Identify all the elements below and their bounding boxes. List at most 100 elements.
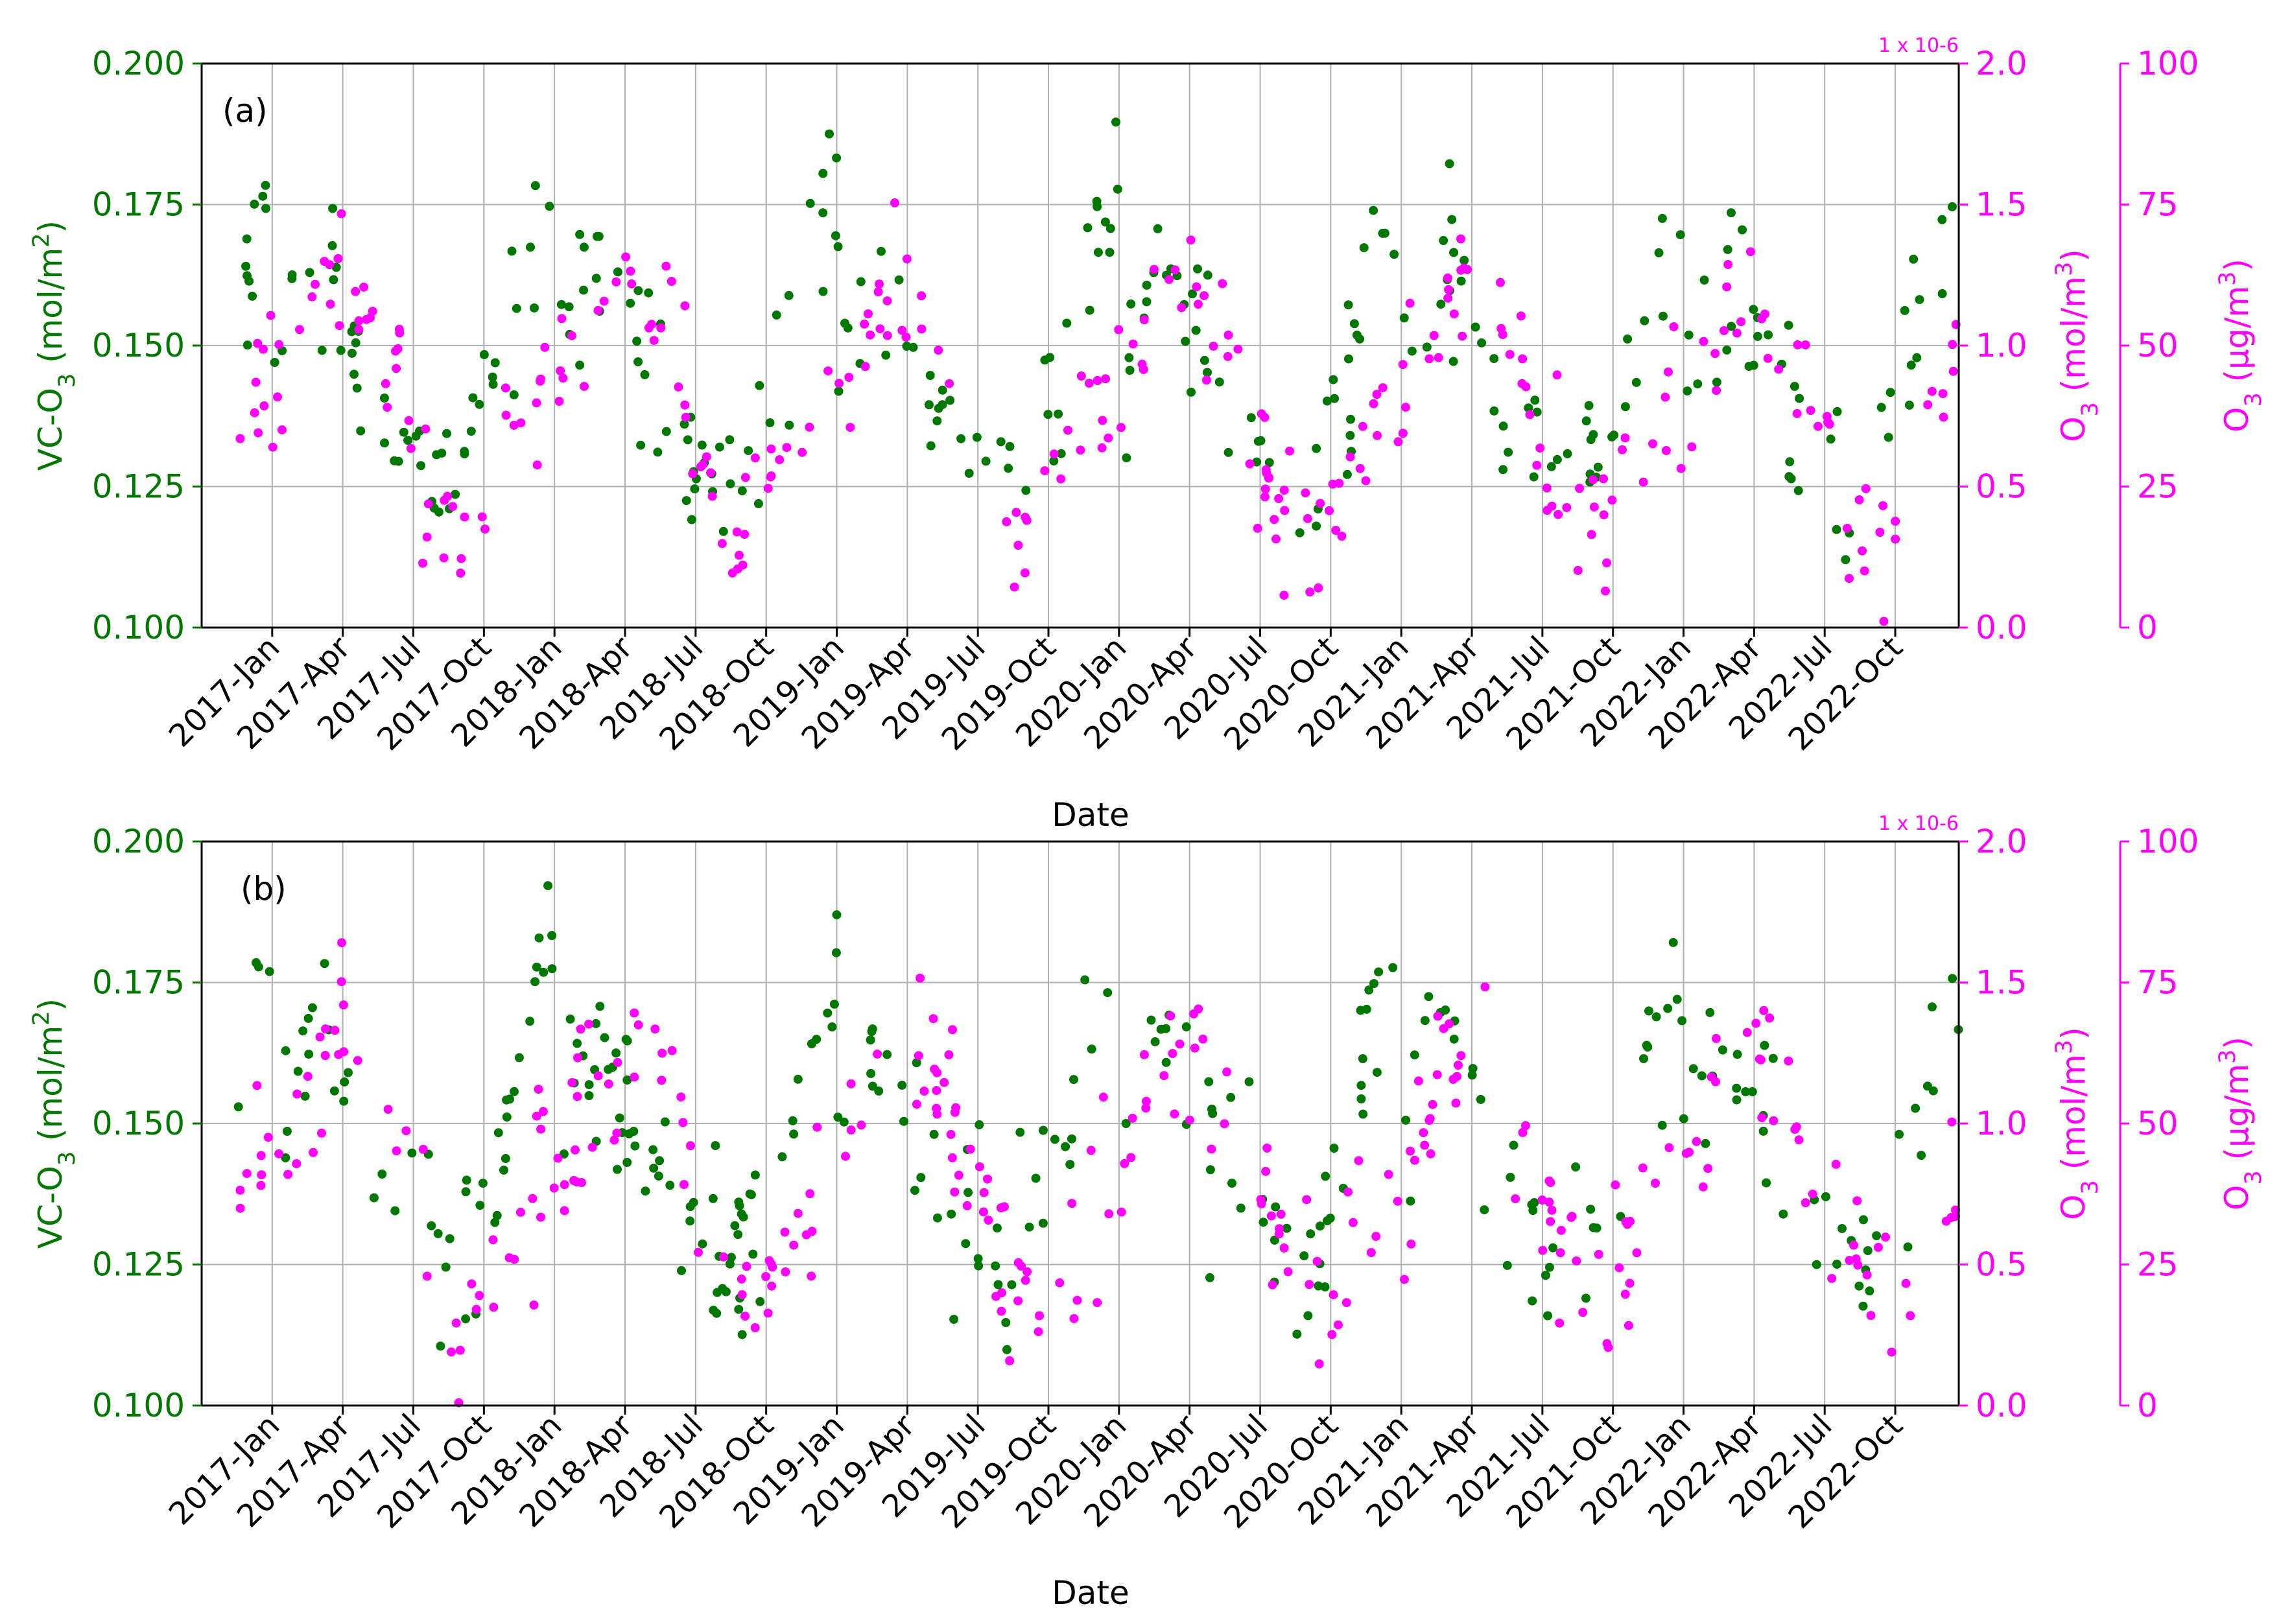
data-point bbox=[735, 550, 744, 560]
data-point bbox=[1480, 1205, 1489, 1215]
y-tick-label-right2: 50 bbox=[2137, 1105, 2179, 1142]
data-point bbox=[1903, 1242, 1913, 1252]
data-point bbox=[1887, 1347, 1897, 1357]
data-point bbox=[580, 382, 589, 391]
data-point bbox=[492, 1210, 502, 1220]
data-point bbox=[718, 1284, 727, 1293]
data-point bbox=[1069, 1313, 1079, 1323]
data-point bbox=[807, 1271, 816, 1281]
data-point bbox=[1268, 1280, 1277, 1289]
data-point bbox=[1049, 449, 1059, 459]
data-point bbox=[1529, 472, 1539, 482]
data-point bbox=[1732, 1095, 1742, 1105]
data-point bbox=[613, 1057, 622, 1067]
data-point bbox=[930, 1065, 940, 1074]
data-point bbox=[1439, 1024, 1448, 1033]
data-point bbox=[1005, 441, 1015, 451]
data-point bbox=[1325, 1214, 1335, 1223]
data-point bbox=[972, 432, 982, 442]
data-point bbox=[609, 1135, 619, 1145]
data-point bbox=[947, 1209, 956, 1219]
data-point bbox=[897, 325, 907, 335]
data-point bbox=[1677, 1016, 1687, 1026]
data-point bbox=[1312, 521, 1321, 531]
data-point bbox=[1021, 486, 1031, 495]
data-point bbox=[1233, 344, 1243, 354]
data-point bbox=[1749, 305, 1758, 314]
data-point bbox=[973, 1254, 983, 1264]
data-point bbox=[1022, 1267, 1032, 1277]
data-point bbox=[416, 461, 426, 471]
data-point bbox=[1181, 336, 1190, 346]
data-point bbox=[1884, 432, 1893, 442]
data-point bbox=[1586, 435, 1596, 445]
data-point bbox=[516, 418, 526, 428]
data-point bbox=[263, 1133, 273, 1142]
data-point bbox=[1142, 1096, 1151, 1106]
data-point bbox=[866, 1035, 875, 1045]
data-point bbox=[584, 1080, 594, 1090]
data-point bbox=[295, 325, 304, 335]
data-point bbox=[539, 967, 549, 977]
data-point bbox=[965, 1144, 975, 1154]
data-point bbox=[1223, 351, 1233, 361]
data-point bbox=[633, 286, 643, 296]
data-point bbox=[882, 1050, 892, 1059]
data-point bbox=[1369, 399, 1378, 408]
data-point bbox=[1005, 1356, 1015, 1365]
data-point bbox=[1927, 1002, 1937, 1012]
data-point bbox=[1322, 396, 1332, 406]
y-tick-label-left: 0.125 bbox=[92, 1246, 185, 1284]
data-point bbox=[347, 327, 357, 336]
data-point bbox=[1448, 357, 1458, 366]
data-point bbox=[1399, 313, 1409, 323]
data-point bbox=[1793, 340, 1802, 349]
data-point bbox=[1751, 1018, 1761, 1028]
data-point bbox=[737, 1290, 747, 1299]
data-point bbox=[1013, 1296, 1023, 1306]
data-point bbox=[925, 371, 935, 380]
data-point bbox=[502, 1112, 512, 1122]
data-point bbox=[919, 1087, 929, 1096]
data-point bbox=[1343, 300, 1353, 310]
data-point bbox=[1707, 1072, 1716, 1082]
data-point bbox=[418, 1144, 428, 1154]
data-point bbox=[1722, 345, 1732, 355]
data-point bbox=[1093, 376, 1102, 385]
data-point bbox=[1419, 1128, 1428, 1138]
data-point bbox=[1571, 1162, 1581, 1171]
data-point bbox=[1711, 1033, 1721, 1043]
data-point bbox=[1521, 382, 1531, 392]
data-point bbox=[1827, 1274, 1837, 1283]
data-point bbox=[1516, 311, 1526, 321]
data-point bbox=[1259, 1218, 1268, 1227]
data-point bbox=[1451, 1098, 1461, 1108]
data-point bbox=[235, 1185, 245, 1195]
data-point bbox=[411, 431, 421, 441]
data-point bbox=[648, 1145, 658, 1155]
data-point bbox=[340, 1077, 349, 1087]
data-point bbox=[1745, 247, 1755, 257]
data-point bbox=[1640, 316, 1649, 325]
data-point bbox=[908, 342, 918, 352]
data-point bbox=[1467, 1070, 1477, 1080]
data-point bbox=[579, 242, 589, 252]
data-point bbox=[680, 400, 690, 410]
y-axis-label-right1: O3 (mol/m3) bbox=[2051, 249, 2103, 442]
data-point bbox=[1456, 1051, 1466, 1061]
data-point bbox=[1449, 1034, 1459, 1044]
data-point bbox=[680, 1180, 689, 1190]
data-point bbox=[1406, 1146, 1415, 1156]
data-point bbox=[831, 948, 841, 958]
data-point bbox=[254, 428, 263, 438]
data-point bbox=[1103, 988, 1113, 998]
data-point bbox=[1303, 1311, 1313, 1321]
data-point bbox=[1489, 406, 1499, 416]
data-point bbox=[1292, 1329, 1302, 1339]
data-point bbox=[317, 346, 327, 355]
data-point bbox=[1586, 1205, 1596, 1214]
y-tick-label-right2: 0 bbox=[2137, 609, 2158, 646]
y-tick-label-left: 0.200 bbox=[92, 45, 185, 82]
data-point bbox=[772, 310, 781, 320]
data-point bbox=[735, 1201, 744, 1210]
